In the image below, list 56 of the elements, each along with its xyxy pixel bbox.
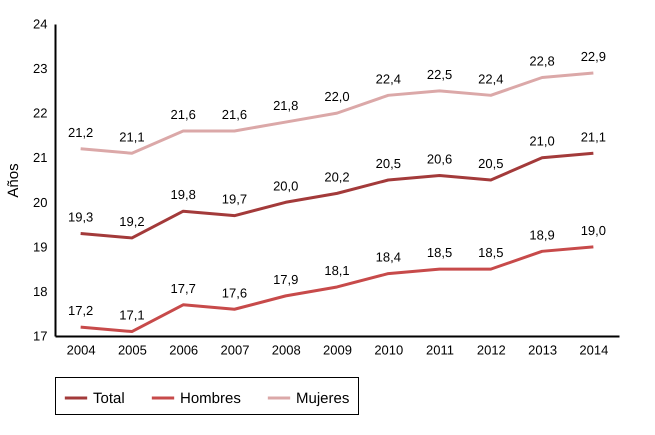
data-label: 17,6 [222, 285, 248, 300]
data-label: 21,6 [170, 106, 196, 122]
data-label: 20,5 [478, 156, 504, 171]
x-tick-label: 2006 [169, 342, 198, 358]
x-tick-label: 2010 [374, 342, 404, 358]
y-tick-label: 21 [33, 150, 48, 166]
y-tick-label: 17 [33, 328, 48, 344]
x-tick-label: 2009 [323, 342, 352, 358]
data-label: 22,4 [376, 71, 401, 86]
data-label: 21,0 [529, 134, 555, 149]
y-tick-label: 22 [33, 106, 48, 121]
data-label: 21,6 [222, 106, 248, 122]
x-tick-label: 2013 [528, 342, 558, 358]
x-tick-label: 2008 [272, 342, 301, 358]
x-tick-label: 2005 [118, 342, 147, 358]
data-label: 22,5 [426, 66, 452, 82]
y-tick-label: 24 [33, 16, 48, 32]
data-label: 17,9 [273, 272, 298, 287]
data-label: 22,4 [478, 71, 504, 86]
data-label: 22,0 [324, 89, 350, 104]
y-tick-label: 18 [33, 284, 48, 299]
data-label: 21,2 [68, 124, 94, 140]
legend-label: Hombres [180, 390, 241, 407]
x-tick-label: 2004 [66, 342, 96, 358]
data-label: 22,8 [529, 53, 555, 68]
legend-label: Total [93, 390, 125, 407]
data-label: 18,5 [478, 245, 504, 260]
data-label: 20,0 [273, 178, 298, 194]
x-tick-label: 2007 [220, 342, 250, 358]
data-label: 19,2 [119, 214, 145, 229]
data-label: 21,8 [273, 98, 298, 114]
data-label: 20,5 [376, 156, 401, 171]
data-label: 18,4 [376, 250, 401, 265]
data-label: 19,0 [580, 222, 606, 238]
data-label: 21,1 [580, 129, 606, 144]
data-label: 19,8 [170, 187, 196, 202]
x-tick-label: 2012 [476, 342, 506, 358]
data-label: 19,7 [222, 192, 248, 207]
data-label: 20,6 [426, 152, 452, 167]
data-label: 17,7 [170, 280, 196, 296]
y-tick-label: 19 [33, 239, 48, 254]
x-tick-label: 2014 [579, 342, 608, 358]
data-label: 18,9 [529, 227, 555, 242]
data-label: 22,9 [580, 49, 606, 64]
y-tick-label: 23 [33, 61, 48, 76]
data-label: 21,1 [119, 129, 145, 144]
y-axis-title: Años [5, 163, 22, 198]
data-label: 18,5 [426, 245, 452, 260]
y-tick-label: 20 [33, 194, 48, 210]
data-label: 17,2 [68, 303, 94, 318]
x-tick-label: 2011 [426, 342, 454, 358]
legend-label: Mujeres [296, 390, 350, 407]
data-label: 20,2 [324, 169, 350, 184]
data-label: 19,3 [68, 209, 94, 224]
data-label: 17,1 [119, 308, 145, 323]
data-label: 18,1 [324, 262, 350, 278]
